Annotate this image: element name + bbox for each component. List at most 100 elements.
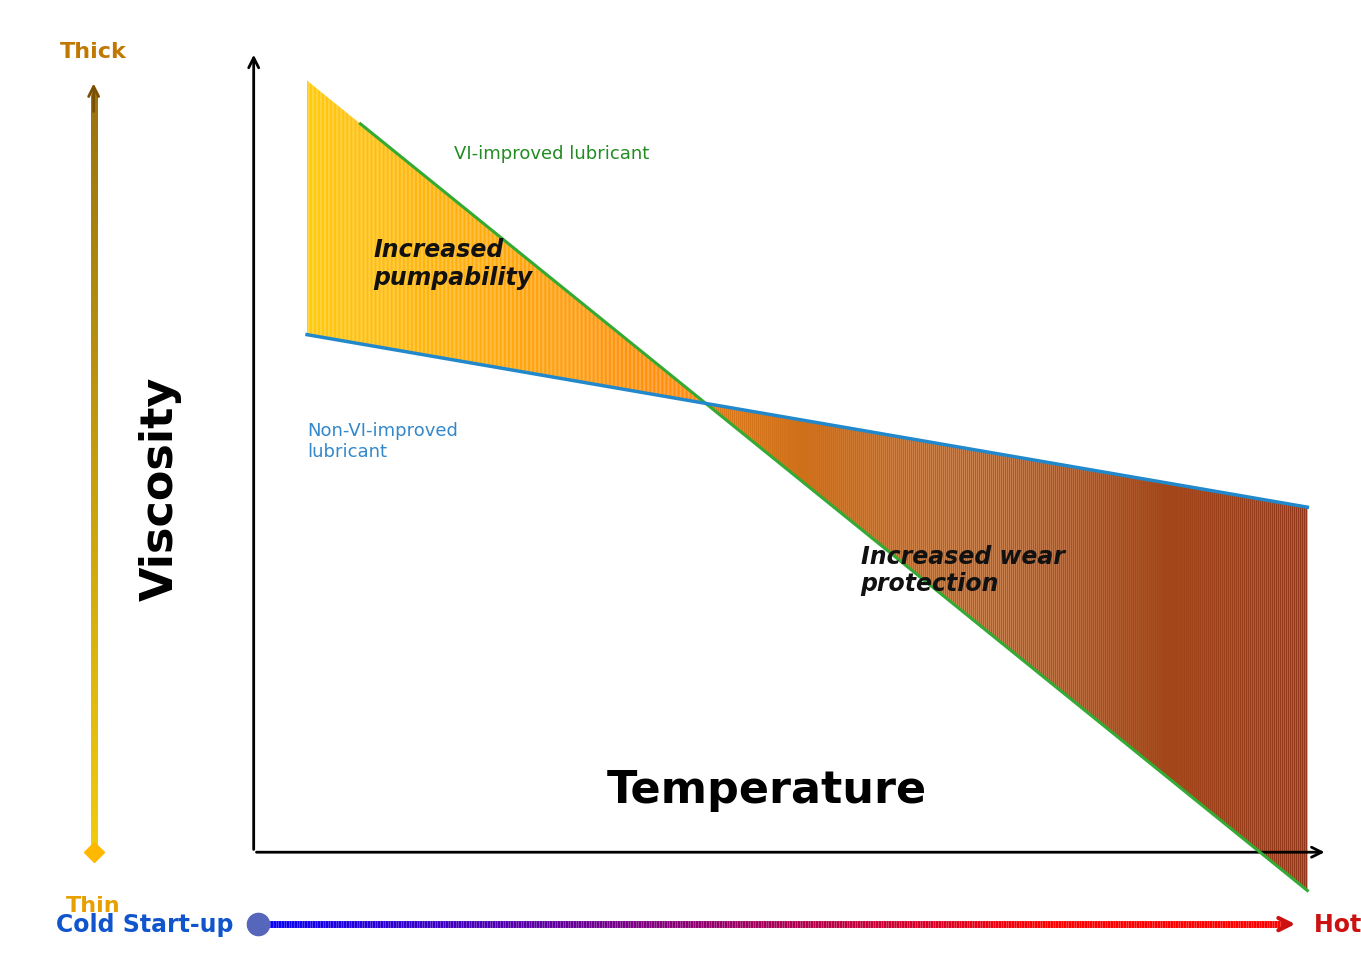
Polygon shape bbox=[713, 405, 716, 412]
Polygon shape bbox=[742, 410, 744, 435]
Text: Temperature: Temperature bbox=[607, 769, 927, 812]
Polygon shape bbox=[709, 404, 712, 408]
Polygon shape bbox=[813, 422, 814, 491]
Polygon shape bbox=[1094, 471, 1097, 720]
Polygon shape bbox=[785, 418, 788, 471]
Polygon shape bbox=[780, 417, 783, 466]
Polygon shape bbox=[1253, 498, 1255, 848]
Polygon shape bbox=[1198, 488, 1199, 803]
Polygon shape bbox=[770, 415, 772, 457]
Polygon shape bbox=[1004, 455, 1007, 648]
Polygon shape bbox=[1228, 493, 1229, 828]
Polygon shape bbox=[1203, 489, 1204, 808]
Polygon shape bbox=[1126, 476, 1127, 744]
Polygon shape bbox=[1232, 494, 1233, 830]
Polygon shape bbox=[961, 447, 962, 612]
Polygon shape bbox=[995, 453, 996, 639]
Polygon shape bbox=[830, 425, 832, 506]
Polygon shape bbox=[1029, 459, 1030, 666]
Polygon shape bbox=[908, 439, 911, 570]
Polygon shape bbox=[1000, 454, 1003, 644]
Polygon shape bbox=[810, 422, 813, 490]
Polygon shape bbox=[991, 453, 992, 636]
Polygon shape bbox=[1236, 495, 1237, 833]
Polygon shape bbox=[890, 436, 893, 555]
Polygon shape bbox=[1270, 501, 1271, 862]
Polygon shape bbox=[1187, 487, 1190, 795]
Polygon shape bbox=[1255, 498, 1258, 850]
Polygon shape bbox=[1175, 485, 1177, 786]
Polygon shape bbox=[1173, 485, 1175, 784]
Text: Cold Start-up: Cold Start-up bbox=[56, 913, 234, 936]
Polygon shape bbox=[931, 443, 932, 587]
Polygon shape bbox=[736, 409, 738, 430]
Polygon shape bbox=[1033, 460, 1034, 670]
Polygon shape bbox=[1055, 464, 1056, 688]
Polygon shape bbox=[806, 421, 808, 487]
Polygon shape bbox=[1113, 474, 1115, 735]
Polygon shape bbox=[755, 412, 758, 446]
Polygon shape bbox=[1089, 470, 1090, 715]
Polygon shape bbox=[1102, 473, 1105, 727]
Polygon shape bbox=[832, 426, 834, 508]
Polygon shape bbox=[751, 412, 754, 443]
Polygon shape bbox=[1209, 490, 1211, 813]
Polygon shape bbox=[859, 430, 860, 529]
Polygon shape bbox=[1211, 491, 1213, 815]
Polygon shape bbox=[1199, 489, 1202, 805]
Polygon shape bbox=[1013, 457, 1014, 654]
Polygon shape bbox=[904, 439, 906, 567]
Polygon shape bbox=[766, 414, 768, 454]
Polygon shape bbox=[999, 454, 1000, 643]
Polygon shape bbox=[1224, 493, 1225, 825]
Polygon shape bbox=[1305, 507, 1308, 891]
Polygon shape bbox=[935, 444, 936, 590]
Polygon shape bbox=[950, 446, 953, 604]
Polygon shape bbox=[1109, 474, 1111, 732]
Polygon shape bbox=[1271, 501, 1274, 863]
Polygon shape bbox=[1170, 485, 1173, 782]
Polygon shape bbox=[1017, 457, 1018, 658]
Polygon shape bbox=[974, 450, 976, 623]
Polygon shape bbox=[987, 452, 988, 633]
Polygon shape bbox=[920, 441, 923, 579]
Polygon shape bbox=[734, 408, 736, 428]
Polygon shape bbox=[894, 437, 897, 558]
Polygon shape bbox=[915, 440, 916, 574]
Polygon shape bbox=[1135, 478, 1136, 752]
Polygon shape bbox=[1052, 464, 1055, 686]
Polygon shape bbox=[893, 436, 894, 557]
Polygon shape bbox=[942, 445, 945, 597]
Polygon shape bbox=[912, 440, 915, 573]
Polygon shape bbox=[1300, 506, 1301, 886]
Polygon shape bbox=[729, 408, 732, 425]
Polygon shape bbox=[1014, 457, 1017, 656]
Polygon shape bbox=[720, 406, 721, 417]
Polygon shape bbox=[1293, 505, 1296, 881]
Polygon shape bbox=[983, 451, 984, 629]
Polygon shape bbox=[1064, 466, 1067, 696]
Polygon shape bbox=[988, 452, 991, 634]
Polygon shape bbox=[842, 428, 844, 516]
Polygon shape bbox=[1258, 499, 1259, 852]
Polygon shape bbox=[927, 442, 928, 584]
Polygon shape bbox=[889, 436, 890, 553]
Polygon shape bbox=[1075, 468, 1077, 704]
Polygon shape bbox=[906, 439, 908, 568]
Polygon shape bbox=[1097, 471, 1098, 722]
Polygon shape bbox=[992, 453, 995, 638]
Text: Thick: Thick bbox=[60, 42, 127, 63]
Polygon shape bbox=[759, 413, 762, 449]
Polygon shape bbox=[1132, 478, 1135, 751]
Polygon shape bbox=[1149, 481, 1151, 764]
Polygon shape bbox=[1127, 477, 1128, 746]
Text: Increased
pumpability: Increased pumpability bbox=[374, 237, 534, 289]
Polygon shape bbox=[1147, 480, 1149, 762]
Polygon shape bbox=[1259, 499, 1262, 853]
Polygon shape bbox=[772, 415, 774, 459]
Polygon shape bbox=[1267, 501, 1270, 860]
Polygon shape bbox=[976, 450, 979, 624]
Polygon shape bbox=[754, 412, 755, 445]
Polygon shape bbox=[1161, 483, 1164, 774]
Polygon shape bbox=[957, 447, 958, 609]
